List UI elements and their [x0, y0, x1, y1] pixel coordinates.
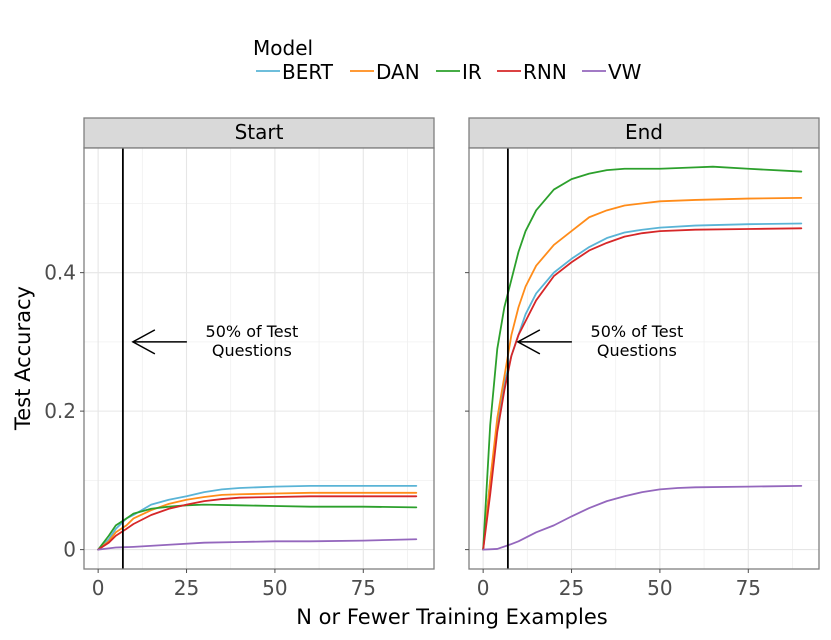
- annotation-arrow-head-start: [131, 329, 156, 355]
- legend-label-ir: IR: [462, 60, 482, 84]
- y-tick-label: 0: [63, 538, 76, 562]
- series-line-ir-end: [482, 165, 803, 551]
- legend-label-bert: BERT: [282, 60, 334, 84]
- legend-title: Model: [253, 36, 313, 60]
- panel-title-start: Start: [235, 120, 284, 144]
- panel-border-end: [468, 147, 820, 570]
- series-line-rnn-end: [482, 227, 803, 551]
- x-tick-label: 50: [647, 576, 672, 600]
- panel-strip-start: [83, 117, 435, 149]
- x-tick-label: 25: [559, 576, 584, 600]
- annotation-line1-start: 50% of Test: [206, 322, 299, 341]
- y-tick-label: 0.4: [44, 261, 76, 285]
- legend-label-vw: VW: [608, 60, 642, 84]
- y-axis-title: Test Accuracy: [11, 286, 35, 431]
- x-tick-label: 0: [92, 576, 105, 600]
- y-tick-label: 0.2: [44, 399, 76, 423]
- annotation-line2-end: Questions: [597, 341, 677, 360]
- legend-label-dan: DAN: [376, 60, 420, 84]
- panel-border-start: [83, 147, 435, 570]
- legend-label-rnn: RNN: [523, 60, 567, 84]
- series-line-vw-end: [482, 485, 803, 551]
- series-line-dan-end: [482, 196, 803, 551]
- x-tick-label: 25: [174, 576, 199, 600]
- panel-title-end: End: [625, 120, 663, 144]
- series-line-rnn-start: [97, 495, 418, 551]
- x-tick-label: 50: [262, 576, 287, 600]
- annotation-arrow-head-end: [516, 329, 541, 355]
- x-axis-title: N or Fewer Training Examples: [296, 605, 607, 629]
- series-line-dan-start: [97, 491, 418, 551]
- series-line-vw-start: [97, 538, 418, 551]
- x-tick-label: 75: [351, 576, 376, 600]
- series-line-bert-start: [97, 485, 418, 551]
- annotation-line2-start: Questions: [212, 341, 292, 360]
- x-tick-label: 0: [477, 576, 490, 600]
- annotation-line1-end: 50% of Test: [591, 322, 684, 341]
- panel-strip-end: [468, 117, 820, 149]
- series-line-bert-end: [482, 222, 803, 551]
- x-tick-label: 75: [736, 576, 761, 600]
